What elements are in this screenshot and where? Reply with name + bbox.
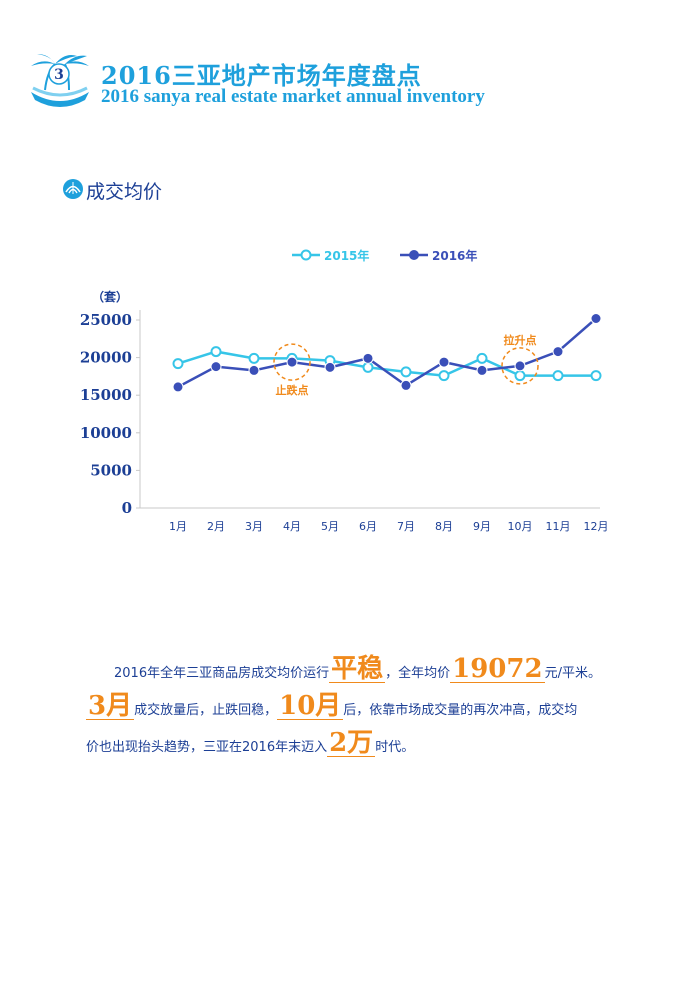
y-tick-label: 5000 bbox=[90, 461, 132, 479]
data-point bbox=[476, 352, 488, 364]
data-point bbox=[362, 361, 374, 373]
legend-item: 2016年 bbox=[400, 248, 477, 263]
highlight-20k: 2万 bbox=[327, 728, 376, 758]
y-axis-label: （套） bbox=[92, 289, 128, 304]
legend-marker bbox=[409, 250, 419, 260]
legend-label: 2015年 bbox=[324, 248, 369, 263]
x-tick-label: 7月 bbox=[397, 520, 415, 533]
summary-line-2: 3月 成交放量后，止跌回稳，10月 后，依靠市场成交量的再次冲高，成交均 bbox=[86, 692, 646, 729]
x-tick-label: 8月 bbox=[435, 520, 453, 533]
series-1 bbox=[172, 346, 602, 382]
data-point bbox=[172, 358, 184, 370]
data-point bbox=[400, 366, 412, 378]
data-point bbox=[590, 370, 602, 382]
shell-bullet-icon bbox=[63, 179, 83, 199]
legend-label: 2016年 bbox=[432, 248, 477, 263]
summary-text: 成交放量后，止跌回稳， bbox=[134, 703, 278, 718]
y-tick-label: 10000 bbox=[80, 424, 132, 442]
annotation-label: 拉升点 bbox=[504, 333, 537, 347]
data-point bbox=[210, 361, 222, 373]
data-point bbox=[400, 379, 412, 391]
summary-paragraph: 2016年全年三亚商品房成交均价运行平稳 ，全年均价19072 元/平米。 3月 成交… bbox=[86, 655, 646, 766]
data-point bbox=[172, 381, 184, 393]
page-subtitle: 2016 sanya real estate market annual inv… bbox=[101, 86, 485, 107]
highlight-stable: 平稳 bbox=[329, 654, 386, 684]
data-point bbox=[476, 364, 488, 376]
data-point bbox=[324, 361, 336, 373]
annotation-label: 止跌点 bbox=[276, 383, 309, 397]
chart-axes bbox=[136, 310, 600, 509]
data-point bbox=[438, 370, 450, 382]
series-line bbox=[177, 317, 597, 389]
data-point bbox=[248, 364, 260, 376]
x-tick-label: 11月 bbox=[546, 520, 571, 533]
logo-badge-number: 3 bbox=[54, 67, 64, 83]
data-point bbox=[362, 352, 374, 364]
chart-series bbox=[172, 312, 602, 393]
x-tick-label: 5月 bbox=[321, 520, 339, 533]
y-tick-label: 20000 bbox=[80, 349, 132, 367]
summary-text: ，全年均价 bbox=[385, 666, 451, 681]
chart-annotations: 止跌点 拉升点 bbox=[273, 333, 539, 397]
summary-text: 时代。 bbox=[375, 740, 415, 755]
annotation-ring bbox=[273, 343, 311, 381]
series-line bbox=[177, 350, 596, 377]
section-title: 成交均价 bbox=[86, 181, 163, 203]
x-tick-label: 6月 bbox=[359, 520, 377, 533]
data-point bbox=[590, 312, 602, 324]
annotation-ring bbox=[501, 347, 539, 385]
price-line-chart: 2015年 2016年 （套） 0 5000 10000 15000 20000 25000… bbox=[80, 248, 609, 533]
x-tick-label: 4月 bbox=[283, 520, 301, 533]
summary-text: 后，依靠市场成交量的再次冲高，成交均 bbox=[343, 703, 578, 718]
series-2 bbox=[172, 312, 602, 393]
palm-tree-logo-icon: 3 bbox=[31, 54, 89, 107]
chart-legend: 2015年 2016年 bbox=[292, 248, 477, 263]
summary-text: 价也出现抬头趋势，三亚在2016年末迈入 bbox=[86, 740, 328, 755]
legend-item: 2015年 bbox=[292, 248, 369, 263]
summary-line-3: 价也出现抬头趋势，三亚在2016年末迈入2万 时代。 bbox=[86, 729, 646, 766]
data-point bbox=[248, 352, 260, 364]
highlight-avg-price: 19072 bbox=[450, 654, 545, 684]
data-point bbox=[514, 360, 526, 372]
x-tick-label: 1月 bbox=[169, 520, 187, 533]
summary-line-1: 2016年全年三亚商品房成交均价运行平稳 ，全年均价19072 元/平米。 bbox=[86, 655, 646, 692]
data-point bbox=[210, 346, 222, 358]
y-tick-label: 15000 bbox=[80, 386, 132, 404]
data-point bbox=[514, 370, 526, 382]
summary-text: 元/平米。 bbox=[544, 666, 601, 681]
data-point bbox=[286, 356, 298, 368]
summary-text: 2016年全年三亚商品房成交均价运行 bbox=[114, 666, 330, 681]
page-title: 2016三亚地产市场年度盘点 bbox=[101, 61, 422, 90]
x-tick-label: 12月 bbox=[584, 520, 609, 533]
highlight-march: 3月 bbox=[86, 691, 135, 721]
data-point bbox=[552, 370, 564, 382]
y-tick-label: 0 bbox=[122, 499, 132, 517]
x-tick-labels: 1月 2月 3月 4月 5月 6月 7月 8月 9月 10月 11月 12月 bbox=[169, 520, 609, 533]
data-point bbox=[552, 346, 564, 358]
y-tick-labels: 0 5000 10000 15000 20000 25000 bbox=[80, 311, 132, 517]
x-tick-label: 10月 bbox=[508, 520, 533, 533]
y-tick-label: 25000 bbox=[80, 311, 132, 329]
x-tick-label: 9月 bbox=[473, 520, 491, 533]
page-header: 3 2016三亚地产市场年度盘点 2016 sanya real estate … bbox=[25, 52, 485, 112]
highlight-october: 10月 bbox=[277, 691, 344, 721]
x-tick-label: 3月 bbox=[245, 520, 263, 533]
x-tick-label: 2月 bbox=[207, 520, 225, 533]
data-point bbox=[438, 356, 450, 368]
legend-marker bbox=[300, 249, 312, 261]
